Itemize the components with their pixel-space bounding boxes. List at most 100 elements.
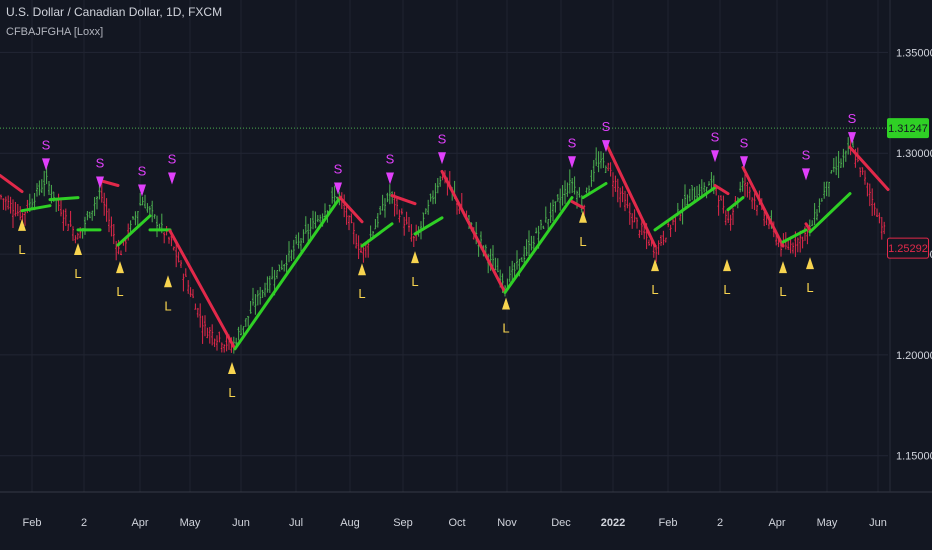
long-signal-label: L bbox=[74, 266, 81, 281]
short-signal-arrow bbox=[568, 156, 576, 169]
short-signal-label: S bbox=[848, 111, 857, 126]
reference-price-badge bbox=[887, 118, 929, 139]
time-tick-label: Apr bbox=[131, 517, 148, 529]
short-signal-label: S bbox=[386, 151, 395, 166]
short-signal-label: S bbox=[96, 155, 105, 170]
time-tick-label: 2022 bbox=[601, 517, 625, 529]
signal-markers: L S L S L S L S L S L S L S L S L S L S L S L S L S bbox=[18, 111, 857, 400]
long-signal-arrow bbox=[779, 261, 787, 274]
trend-segment bbox=[168, 229, 237, 351]
short-signal-arrow bbox=[848, 132, 856, 145]
long-signal-label: L bbox=[651, 282, 658, 297]
trend-segment bbox=[741, 165, 785, 248]
long-signal-arrow bbox=[74, 243, 82, 256]
short-signal-arrow bbox=[96, 176, 104, 189]
short-signal-label: S bbox=[168, 151, 177, 166]
trend-segment bbox=[503, 196, 574, 294]
trend-segment bbox=[848, 145, 890, 191]
time-tick-label: Aug bbox=[340, 517, 360, 529]
time-tick-label: May bbox=[180, 517, 201, 529]
short-signal-label: S bbox=[711, 129, 720, 144]
short-signal-label: S bbox=[138, 164, 147, 179]
time-axis[interactable]: Feb 2 Apr May Jun Jul Aug Sep Oct Nov Dec 2022 Feb 2 A… bbox=[23, 517, 887, 529]
time-tick-label: Dec bbox=[551, 517, 571, 529]
short-signal-label: S bbox=[334, 162, 343, 177]
short-signal-label: S bbox=[42, 137, 51, 152]
long-signal-arrow bbox=[358, 263, 366, 276]
long-signal-arrow bbox=[116, 261, 124, 274]
long-signal-label: L bbox=[779, 284, 786, 299]
time-tick-label: Feb bbox=[23, 517, 42, 529]
trend-segment bbox=[581, 182, 608, 200]
trend-segment bbox=[20, 204, 52, 213]
trend-segment bbox=[233, 196, 342, 351]
trend-segment bbox=[653, 186, 717, 232]
time-tick-label: Jul bbox=[289, 517, 303, 529]
long-signal-label: L bbox=[164, 298, 171, 313]
short-signal-arrow bbox=[386, 172, 394, 185]
trend-segment bbox=[713, 184, 730, 196]
chart-title[interactable]: U.S. Dollar / Canadian Dollar, 1D, FXCM bbox=[6, 5, 223, 19]
time-tick-label: Sep bbox=[393, 517, 413, 529]
short-signal-arrow bbox=[138, 184, 146, 197]
trend-segment bbox=[0, 173, 24, 194]
short-signal-arrow bbox=[334, 182, 342, 195]
short-signal-label: S bbox=[740, 135, 749, 150]
long-signal-label: L bbox=[228, 385, 235, 400]
trend-segment bbox=[808, 192, 852, 234]
trend-segment bbox=[440, 169, 507, 294]
trend-segment bbox=[48, 196, 80, 202]
short-signal-arrow bbox=[438, 152, 446, 165]
price-tick-label: 1.35000 bbox=[896, 47, 932, 59]
trend-segment bbox=[781, 228, 808, 244]
last-price-badge bbox=[887, 237, 929, 259]
trend-segment bbox=[570, 200, 585, 210]
long-signal-arrow bbox=[723, 259, 731, 272]
indicator-name[interactable]: CFBAJFGHA [Loxx] bbox=[6, 26, 104, 38]
trend-segment bbox=[390, 194, 417, 206]
time-tick-label: May bbox=[817, 517, 838, 529]
long-signal-label: L bbox=[358, 286, 365, 301]
time-tick-label: Jun bbox=[869, 517, 887, 529]
long-signal-arrow bbox=[579, 210, 587, 223]
short-signal-label: S bbox=[802, 147, 811, 162]
trend-segment bbox=[726, 196, 745, 212]
time-tick-label: Jun bbox=[232, 517, 250, 529]
long-signal-label: L bbox=[579, 234, 586, 249]
trend-line bbox=[0, 141, 890, 351]
time-tick-label: 2 bbox=[81, 517, 87, 529]
long-signal-label: L bbox=[502, 320, 509, 335]
long-signal-label: L bbox=[806, 280, 813, 295]
time-tick-label: Feb bbox=[659, 517, 678, 529]
time-tick-label: Oct bbox=[448, 517, 465, 529]
trend-segment bbox=[604, 141, 657, 248]
trend-segment bbox=[116, 214, 152, 247]
long-signal-label: L bbox=[18, 242, 25, 257]
last-price-value: 1.25292 bbox=[888, 243, 928, 255]
price-tick-label: 1.20000 bbox=[896, 350, 932, 362]
long-signal-arrow bbox=[228, 362, 236, 374]
price-badges: 1.31247 1.25292 bbox=[887, 118, 929, 259]
long-signal-label: L bbox=[116, 284, 123, 299]
long-signal-label: L bbox=[411, 274, 418, 289]
long-signal-arrow bbox=[164, 275, 172, 288]
price-tick-label: 1.15000 bbox=[896, 451, 932, 463]
short-signal-arrow bbox=[42, 158, 50, 171]
long-signal-arrow bbox=[502, 297, 510, 310]
short-signal-arrow bbox=[802, 168, 810, 181]
time-tick-label: Nov bbox=[497, 517, 517, 529]
long-signal-arrow bbox=[411, 251, 419, 264]
price-tick-label: 1.30000 bbox=[896, 148, 932, 160]
short-signal-arrow bbox=[711, 150, 719, 163]
short-signal-label: S bbox=[568, 135, 577, 150]
long-signal-arrow bbox=[651, 259, 659, 272]
trend-segment bbox=[360, 222, 394, 248]
short-signal-arrow bbox=[740, 156, 748, 169]
time-tick-label: 2 bbox=[717, 517, 723, 529]
short-signal-label: S bbox=[602, 119, 611, 134]
time-tick-label: Apr bbox=[768, 517, 785, 529]
reference-price-value: 1.31247 bbox=[888, 123, 928, 135]
price-bars bbox=[0, 137, 886, 354]
trend-segment bbox=[413, 216, 444, 236]
